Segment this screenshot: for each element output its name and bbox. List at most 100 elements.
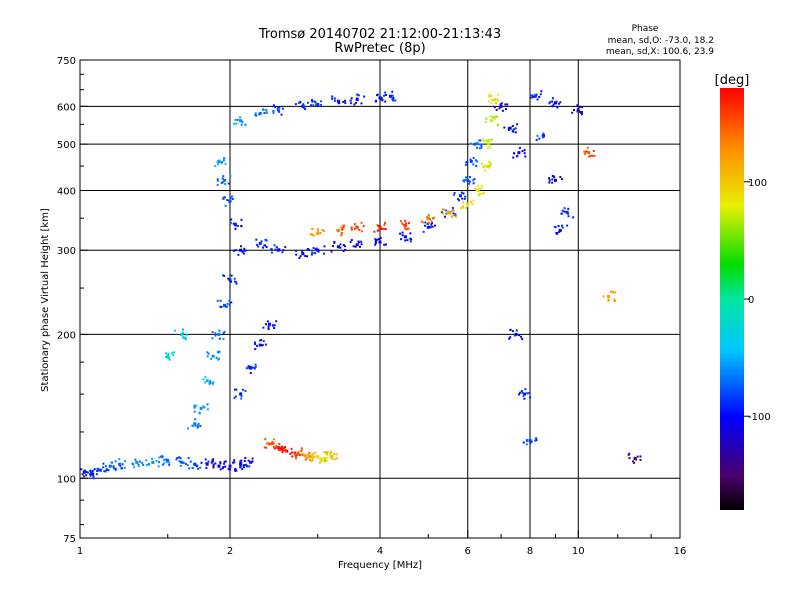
scatter-point-texture <box>216 179 219 182</box>
scatter-point-texture <box>223 330 226 333</box>
scatter-point-texture <box>323 230 326 233</box>
scatter-point-texture <box>466 204 469 207</box>
scatter-point-texture <box>468 176 471 179</box>
scatter-point-texture <box>384 228 387 231</box>
scatter-point-texture <box>314 451 317 454</box>
scatter-point-texture <box>518 393 521 396</box>
scatter-point-texture <box>275 444 278 447</box>
scatter-point-texture <box>219 305 222 308</box>
scatter-point-texture <box>218 337 221 340</box>
scatter-point-texture <box>135 461 138 464</box>
scatter-point-texture <box>124 460 127 463</box>
scatter-point-texture <box>228 200 231 203</box>
scatter-point-texture <box>243 459 246 462</box>
scatter-point-texture <box>284 246 287 249</box>
y-tick-label: 300 <box>57 246 76 257</box>
scatter-point-texture <box>308 451 311 454</box>
scatter-point-texture <box>525 443 528 446</box>
scatter-point-texture <box>257 245 260 248</box>
y-axis-label: Stationary phase Virtual Height [km] <box>40 208 51 392</box>
scatter-point-texture <box>222 175 225 178</box>
scatter-point-texture <box>480 146 483 149</box>
scatter-point-texture <box>183 336 186 339</box>
scatter-point-texture <box>145 464 148 467</box>
scatter-point-texture <box>265 246 268 249</box>
scatter-point-texture <box>275 246 278 249</box>
axis-ticks: 1 2 4 6 8 10 16 75 100 200 300 400 500 600 750 <box>57 56 686 557</box>
scatter-point-texture <box>232 461 235 464</box>
scatter-point-texture <box>442 208 445 211</box>
scatter-point <box>466 178 470 182</box>
scatter-point-texture <box>399 232 402 235</box>
scatter-point-texture <box>214 462 217 465</box>
scatter-point-texture <box>486 147 489 150</box>
scatter-point-texture <box>338 101 341 104</box>
scatter-point-texture <box>561 209 564 212</box>
scatter-point-texture <box>518 334 521 337</box>
scatter-point-texture <box>495 108 498 111</box>
scatter-point-texture <box>409 240 412 243</box>
scatter-point <box>239 119 243 123</box>
scatter-point-texture <box>205 466 208 469</box>
scatter-point-texture <box>340 226 343 229</box>
scatter-point-texture <box>179 457 182 460</box>
scatter-point-texture <box>584 150 587 153</box>
scatter-point-texture <box>131 462 134 465</box>
scatter-point-texture <box>560 212 563 215</box>
scatter-point <box>223 178 227 182</box>
scatter-point-texture <box>442 212 445 215</box>
scatter-point-texture <box>548 181 551 184</box>
scatter-point-texture <box>323 245 326 248</box>
scatter-point-texture <box>563 210 566 213</box>
scatter-point-texture <box>215 356 218 359</box>
scatter-point <box>330 455 334 459</box>
scatter-point-texture <box>161 456 164 459</box>
scatter-point-texture <box>332 453 335 456</box>
scatter-point-texture <box>264 244 267 247</box>
scatter-point-texture <box>271 441 274 444</box>
scatter-point-texture <box>297 101 300 104</box>
scatter-point-texture <box>523 149 526 152</box>
scatter-point-texture <box>102 466 105 469</box>
scatter-point-texture <box>508 337 511 340</box>
scatter-point-texture <box>573 109 576 112</box>
scatter-point-texture <box>482 139 485 142</box>
scatter-point-texture <box>497 93 500 96</box>
scatter-point-texture <box>454 215 457 218</box>
scatter-point-texture <box>123 466 126 469</box>
scatter-point-texture <box>486 140 489 143</box>
scatter-point-texture <box>233 459 236 462</box>
scatter-point-texture <box>247 459 250 462</box>
scatter-point-texture <box>380 227 383 230</box>
scatter-point-texture <box>91 472 94 475</box>
scatter-point-texture <box>634 456 637 459</box>
scatter-point-texture <box>485 139 488 142</box>
scatter-point-texture <box>298 256 301 259</box>
scatter-point-texture <box>513 334 516 337</box>
scatter-point-texture <box>587 155 590 158</box>
scatter-point-texture <box>551 178 554 181</box>
scatter-point-texture <box>384 100 387 103</box>
scatter-point-texture <box>342 250 345 253</box>
scatter-point-texture <box>239 249 242 252</box>
scatter-point-texture <box>469 158 472 161</box>
scatter-point-texture <box>307 249 310 252</box>
scatter-point-texture <box>273 324 276 327</box>
scatter-point-texture <box>214 332 217 335</box>
phase-stats: Phase mean, sd,O: -73.0, 18.2 mean, sd,X… <box>606 24 714 57</box>
scatter-point-texture <box>273 438 276 441</box>
phase-stats-o: mean, sd,O: -73.0, 18.2 <box>608 36 714 46</box>
scatter-point-texture <box>173 329 176 332</box>
scatter-point-texture <box>273 447 276 450</box>
scatter-point-texture <box>278 443 281 446</box>
scatter-point-texture <box>191 467 194 470</box>
scatter-point-texture <box>281 251 284 254</box>
scatter-point-texture <box>233 397 236 400</box>
scatter-point-texture <box>384 243 387 246</box>
scatter-point-texture <box>243 247 246 250</box>
scatter-point-texture <box>280 448 283 451</box>
scatter-point-texture <box>321 229 324 232</box>
scatter-point-texture <box>628 452 631 455</box>
scatter-point <box>267 442 271 446</box>
scatter-point-texture <box>234 227 237 230</box>
